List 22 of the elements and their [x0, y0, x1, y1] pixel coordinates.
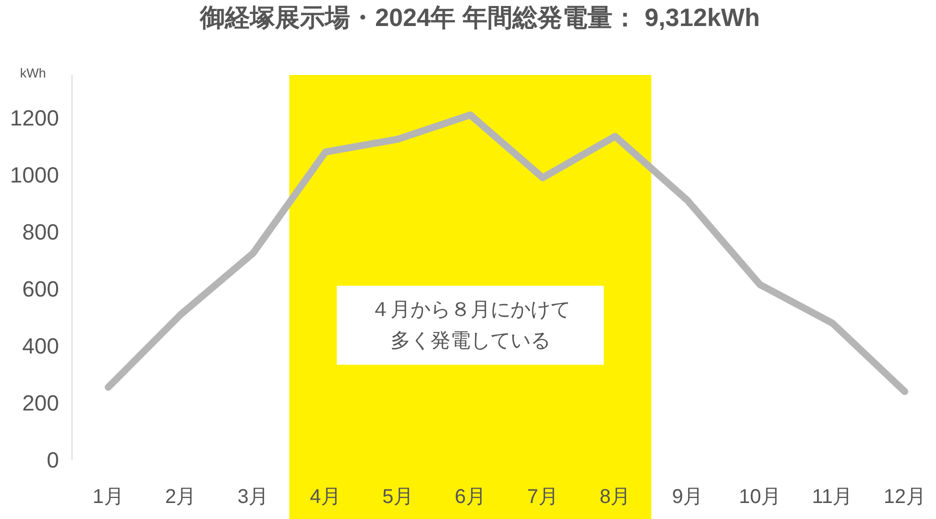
x-tick-label: 2月 — [165, 486, 196, 508]
x-tick-label: 3月 — [237, 486, 269, 508]
x-tick-label: 11月 — [812, 486, 853, 508]
x-tick-label: 5月 — [382, 486, 414, 508]
y-tick-label: 0 — [46, 448, 59, 472]
x-tick-label: 4月 — [310, 486, 342, 508]
y-tick-label: 800 — [22, 219, 59, 244]
chart-title: 御経塚展示場・2024年 年間総発電量： 9,312kWh — [199, 4, 760, 32]
x-tick-label: 10月 — [738, 486, 782, 508]
y-tick-label: 600 — [22, 276, 59, 302]
y-tick-label: 1000 — [10, 162, 59, 188]
y-axis-title: kWh — [20, 66, 46, 80]
x-tick-label: 8月 — [600, 486, 631, 508]
y-tick-label: 400 — [22, 333, 59, 358]
x-tick-label: 6月 — [454, 486, 486, 508]
x-tick-label: 7月 — [527, 486, 558, 508]
x-tick-label: 12月 — [884, 486, 926, 508]
x-tick-label: 9月 — [672, 486, 704, 508]
y-tick-label: 200 — [22, 390, 59, 416]
x-tick-label: 1月 — [92, 486, 124, 508]
note-text: ４月から８月にかけて 多く発電している — [370, 298, 570, 352]
y-tick-label: 1200 — [10, 105, 59, 130]
